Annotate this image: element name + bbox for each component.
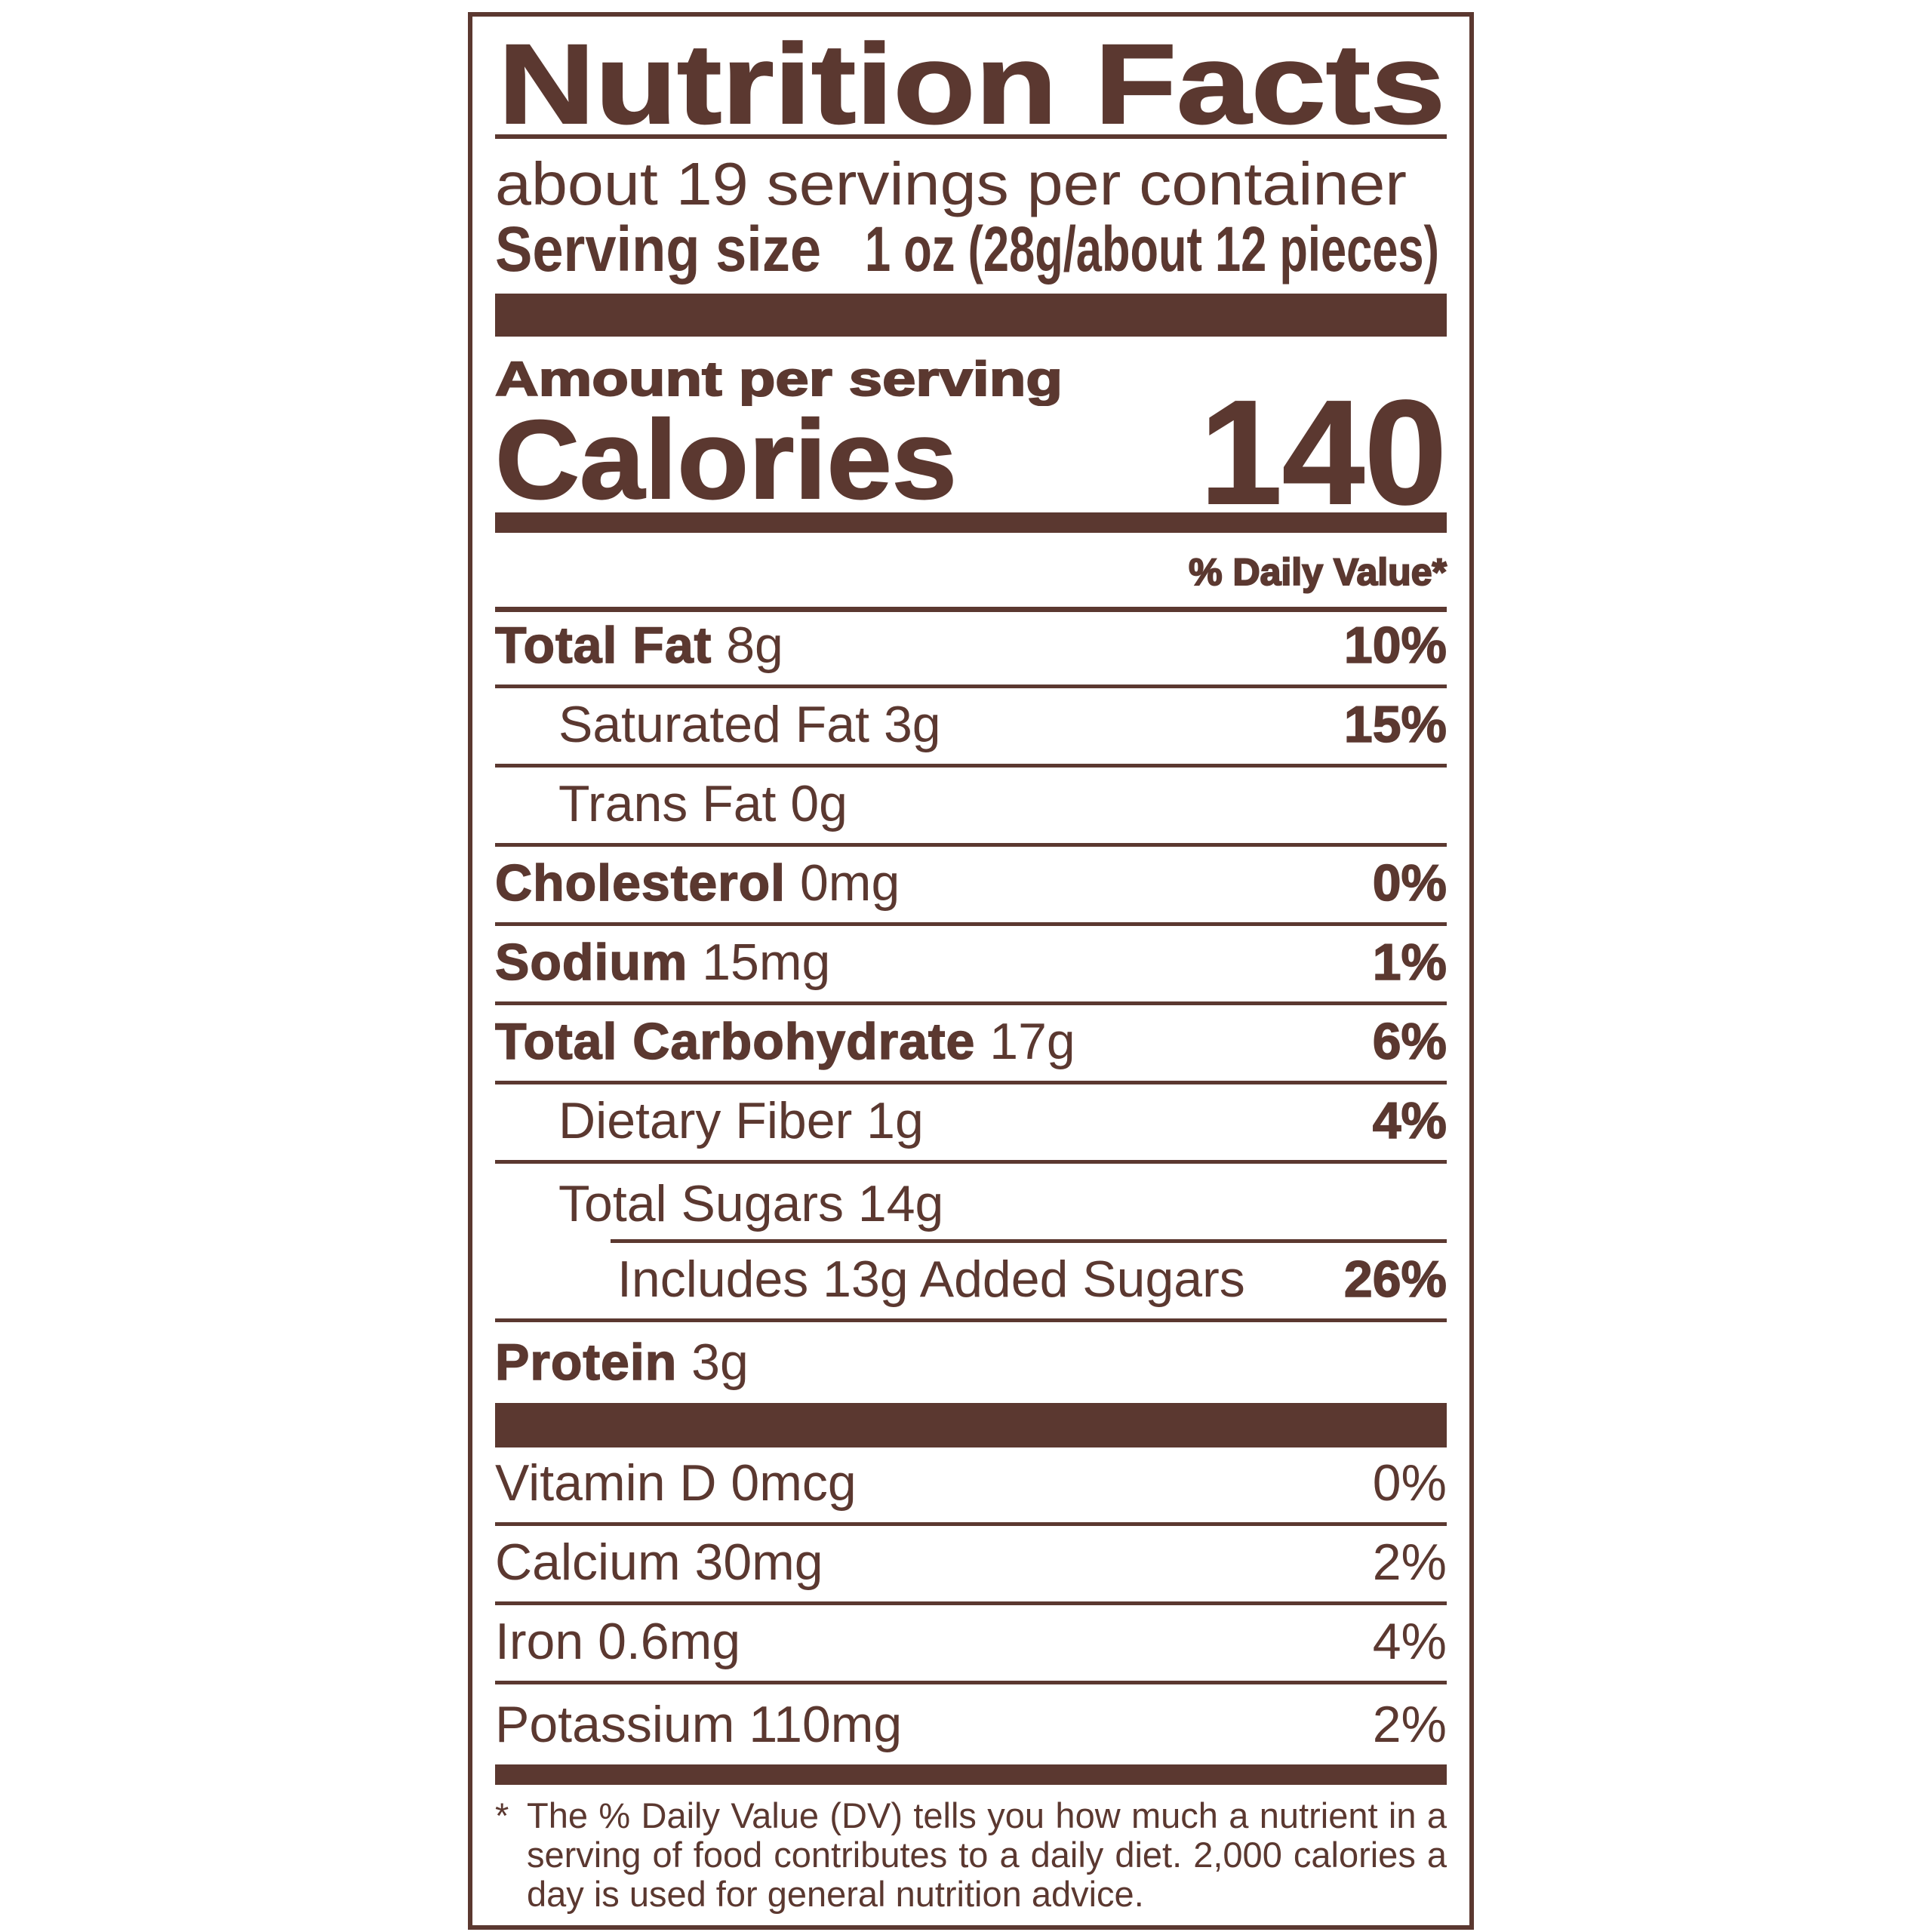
nutrient-row-sodium: Sodium 15mg 1% bbox=[494, 929, 1447, 1005]
divider-indented bbox=[611, 1239, 1447, 1243]
nutrient-row-total-sugars: Total Sugars 14g bbox=[558, 1175, 944, 1232]
daily-value-header: % Daily Value* bbox=[1188, 551, 1447, 593]
nutrient-row-added-sugars: Includes 13g Added Sugars 26% bbox=[495, 1246, 1447, 1322]
footnote-marker: * bbox=[495, 1795, 509, 1835]
divider-thin bbox=[495, 607, 1447, 612]
calories-value: 140 bbox=[1199, 370, 1447, 535]
nutrient-row-saturated-fat: Saturated Fat 3g 15% bbox=[495, 691, 1447, 768]
vitamin-row-vitamin-d: Vitamin D 0mcg 0% bbox=[495, 1450, 1447, 1526]
serving-size-label: Serving size bbox=[495, 214, 821, 285]
vitamin-row-iron: Iron 0.6mg 4% bbox=[495, 1608, 1447, 1684]
vitamin-row-potassium: Potassium 110mg 2% bbox=[495, 1696, 1447, 1753]
divider-medium bbox=[495, 1764, 1447, 1785]
nutrient-row-trans-fat: Trans Fat 0g bbox=[495, 771, 1447, 847]
serving-size-value: 1 oz (28g/about 12 pieces) bbox=[865, 214, 1440, 285]
nutrient-row-dietary-fiber: Dietary Fiber 1g 4% bbox=[495, 1088, 1447, 1164]
nutrient-row-total-fat: Total Fat 8g 10% bbox=[494, 612, 1447, 688]
servings-per-container: about 19 servings per container bbox=[495, 150, 1407, 217]
divider-medium bbox=[495, 512, 1447, 533]
divider-thin bbox=[495, 134, 1447, 139]
nutrient-row-protein: Protein 3g bbox=[494, 1334, 749, 1391]
nutrition-label-border bbox=[468, 12, 1474, 1930]
divider-thick bbox=[495, 294, 1447, 337]
amount-per-serving: Amount per serving bbox=[494, 352, 1063, 406]
label-title: Nutrition Facts bbox=[497, 20, 1446, 147]
footnote: * The % Daily Value (DV) tells you how m… bbox=[495, 1796, 1447, 1914]
nutrient-row-total-carbohydrate: Total Carbohydrate 17g 6% bbox=[494, 1008, 1447, 1084]
footnote-text: The % Daily Value (DV) tells you how muc… bbox=[527, 1795, 1447, 1914]
nutrient-row-cholesterol: Cholesterol 0mg 0% bbox=[494, 850, 1447, 926]
divider-thick bbox=[495, 1403, 1447, 1447]
serving-size-row: Serving size 1 oz (28g/about 12 pieces) bbox=[495, 217, 1447, 281]
vitamin-row-calcium: Calcium 30mg 2% bbox=[495, 1529, 1447, 1605]
calories-label: Calories bbox=[494, 398, 958, 522]
